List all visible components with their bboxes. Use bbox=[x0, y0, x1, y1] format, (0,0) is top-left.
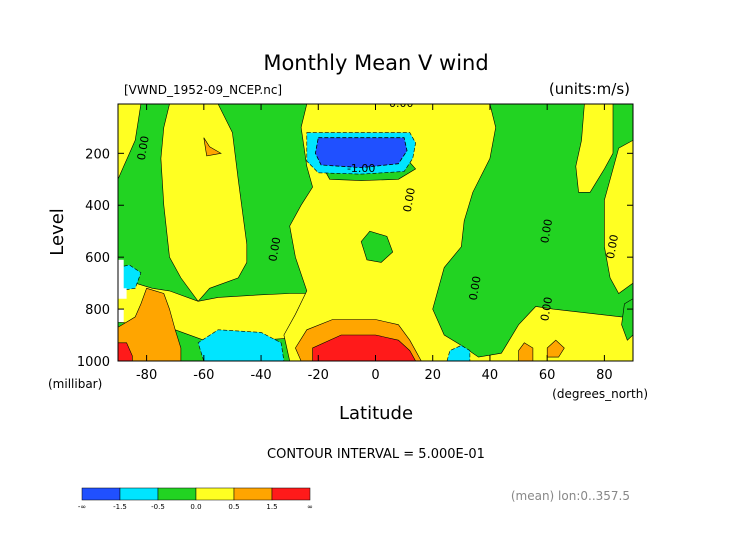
y-units-label: (millibar) bbox=[48, 377, 102, 391]
y-tick-label: 1000 bbox=[77, 355, 110, 370]
contour-label-6: 0.00 bbox=[538, 218, 555, 244]
plot-area: 0.00 0.00 -1.00 0.00 0.00 0.00 0.00 0.00 0.00 -8… bbox=[77, 97, 634, 383]
x-tick-label: -20 bbox=[308, 368, 329, 383]
contour-region-yellow-2 bbox=[160, 104, 248, 302]
y-axis-label: Level bbox=[47, 208, 68, 256]
colorbar: -∞ -1.5 -0.5 0.0 0.5 1.5 ∞ bbox=[78, 487, 313, 511]
contour-label-5: 0.00 bbox=[467, 275, 484, 301]
colorbar-swatch bbox=[157, 487, 197, 501]
filled-contours bbox=[118, 104, 633, 361]
colorbar-tick-label: 1.5 bbox=[266, 503, 277, 511]
contour-region-orange-17 bbox=[203, 137, 222, 157]
contour-labels: 0.00 0.00 -1.00 0.00 0.00 0.00 0.00 0.00 0.00 bbox=[135, 97, 621, 322]
contour-label-8: 0.00 bbox=[604, 233, 621, 259]
file-label: [VWND_1952-09_NCEP.nc] bbox=[124, 83, 282, 97]
colorbar-tick-label: -0.5 bbox=[151, 503, 165, 511]
contour-interval-text: CONTOUR INTERVAL = 5.000E-01 bbox=[267, 447, 485, 462]
y-tick-label: 800 bbox=[85, 303, 110, 318]
contour-region-cyan-16 bbox=[446, 345, 471, 361]
contour-label-0: 0.00 bbox=[135, 135, 152, 161]
x-units-label: (degrees_north) bbox=[552, 387, 648, 401]
x-tick-label: -80 bbox=[136, 368, 157, 383]
x-tick-label: -40 bbox=[250, 368, 271, 383]
units-label: (units:m/s) bbox=[549, 80, 630, 98]
colorbar-tick-label: 0.0 bbox=[190, 503, 201, 511]
contour-region-red-12 bbox=[118, 342, 133, 361]
contour-region-yellow-1 bbox=[118, 104, 142, 180]
contour-region-yellow-5 bbox=[575, 104, 614, 193]
x-tick-label: 60 bbox=[539, 368, 556, 383]
x-tick-label: 20 bbox=[424, 368, 441, 383]
x-tick-label: 80 bbox=[596, 368, 613, 383]
contour-label-4: 0.00 bbox=[266, 236, 283, 262]
colorbar-swatch bbox=[195, 487, 235, 501]
contour-region-yellow-6 bbox=[604, 139, 633, 294]
x-axis-label: Latitude bbox=[339, 403, 413, 424]
colorbar-tick-label: -1.5 bbox=[113, 503, 127, 511]
mean-note: (mean) lon:0..357.5 bbox=[511, 489, 630, 503]
contour-label-1: 0.00 bbox=[389, 97, 414, 110]
contour-label-7: 0.00 bbox=[538, 296, 555, 322]
colorbar-swatch bbox=[233, 487, 273, 501]
x-tick-label: 40 bbox=[482, 368, 499, 383]
contour-label-2: -1.00 bbox=[347, 162, 375, 175]
contour-region-white-22 bbox=[118, 259, 127, 299]
contour-region-blue-10 bbox=[314, 137, 408, 169]
contour-region-cyan-15 bbox=[197, 329, 285, 361]
contour-region-red-14 bbox=[312, 334, 416, 361]
contour-label-3: 0.00 bbox=[401, 187, 418, 213]
colorbar-swatch bbox=[119, 487, 159, 501]
x-axis: -80 -60 -40 -20 0 20 40 60 80 bbox=[136, 104, 613, 383]
x-tick-label: -60 bbox=[193, 368, 214, 383]
colorbar-tick-label: -∞ bbox=[78, 503, 86, 511]
colorbar-swatch bbox=[271, 487, 311, 501]
y-tick-label: 600 bbox=[85, 251, 110, 266]
contour-region-white-23 bbox=[118, 309, 124, 323]
contour-region-orange-18 bbox=[518, 342, 534, 361]
y-axis: 200 400 600 800 1000 bbox=[77, 147, 633, 370]
chart-title: Monthly Mean V wind bbox=[263, 51, 488, 75]
y-tick-label: 200 bbox=[85, 147, 110, 162]
y-tick-label: 400 bbox=[85, 199, 110, 214]
colorbar-tick-label: 0.5 bbox=[228, 503, 239, 511]
colorbar-tick-label: ∞ bbox=[307, 503, 313, 511]
contour-region-cyan-21 bbox=[118, 264, 142, 292]
contour-region-orange-11 bbox=[118, 287, 182, 361]
colorbar-swatch bbox=[81, 487, 121, 501]
contour-region-green-8 bbox=[360, 230, 394, 263]
x-tick-label: 0 bbox=[371, 368, 379, 383]
